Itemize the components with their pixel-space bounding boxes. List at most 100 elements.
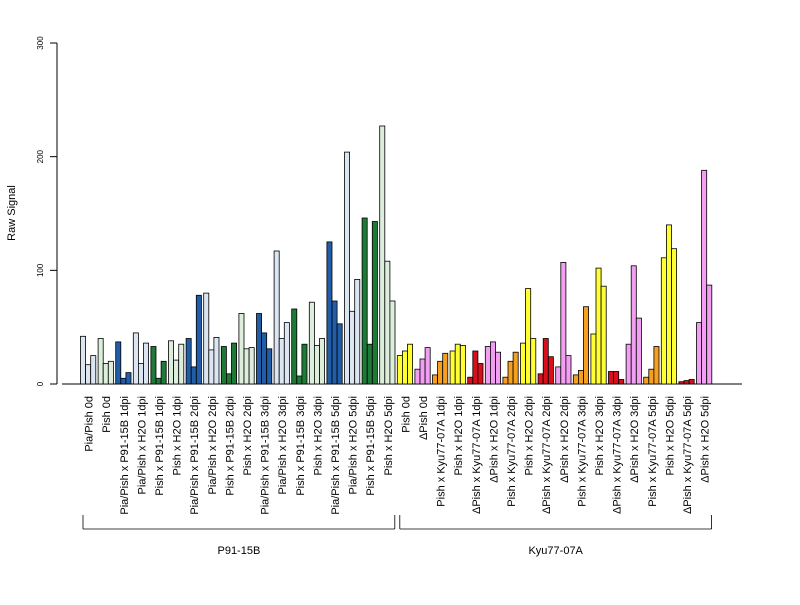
bar	[371, 221, 378, 385]
bar	[102, 363, 109, 385]
bar	[185, 338, 192, 385]
bar	[150, 346, 157, 385]
bar	[261, 332, 268, 385]
bar	[472, 350, 479, 385]
bar	[173, 359, 180, 385]
bar	[243, 348, 250, 385]
bar	[160, 360, 167, 385]
bar	[208, 349, 215, 385]
bar	[238, 313, 245, 385]
bar	[143, 342, 149, 385]
bar	[331, 300, 338, 385]
bar	[283, 322, 290, 385]
bar	[278, 338, 285, 385]
bar	[296, 375, 303, 385]
x-category-label: ΔPish x Kyu77-07A 5dpi	[682, 396, 694, 514]
x-category-label: ΔPish x H2O 1dpi	[488, 396, 500, 483]
bar	[361, 217, 368, 385]
bar	[291, 308, 298, 385]
bar	[248, 347, 255, 385]
bar	[630, 265, 637, 385]
bar	[220, 346, 227, 385]
y-tick-label: 0	[36, 381, 45, 386]
bar	[437, 360, 444, 385]
bar	[467, 376, 474, 385]
bar	[366, 343, 373, 385]
bar	[701, 169, 708, 385]
x-category-label: Pia/Pish x H2O 3dpi	[277, 396, 289, 494]
bar	[313, 344, 320, 385]
x-category-label: Pish x Kyu77-07A 3dpi	[576, 396, 588, 507]
x-category-label: Pish x H2O 3dpi	[594, 396, 606, 475]
bar	[502, 376, 509, 385]
bar	[560, 261, 567, 385]
y-axis-label: Raw Signal	[6, 185, 18, 241]
bar	[530, 338, 537, 385]
bar	[231, 342, 237, 385]
x-category-label: Pia/Pish x P91-15B 2dpi	[189, 396, 201, 515]
bar	[625, 343, 632, 385]
bar	[85, 364, 92, 385]
bar	[635, 317, 642, 385]
bar	[326, 241, 333, 385]
bar	[688, 379, 695, 385]
x-category-label: ΔPish x Kyu77-07A 2dpi	[541, 396, 553, 514]
bar	[125, 372, 132, 385]
bar	[203, 292, 210, 385]
bar	[432, 374, 438, 385]
bar	[706, 284, 713, 385]
bar	[489, 341, 496, 385]
x-category-label: Pia/Pish x P91-15B 3dpi	[260, 396, 272, 515]
bar	[618, 379, 625, 385]
bar	[132, 332, 139, 385]
bar	[600, 285, 607, 385]
bar	[449, 350, 456, 385]
bar	[484, 346, 491, 385]
bar	[414, 368, 421, 385]
bar	[379, 125, 386, 385]
x-category-label: Pia/Pish x P91-15B 1dpi	[119, 396, 131, 515]
bar	[454, 343, 461, 385]
bar	[384, 260, 391, 385]
x-category-label: Pish x P91-15B 5dpi	[365, 396, 377, 496]
x-category-label: ΔPish x H2O 3dpi	[629, 396, 641, 483]
bar	[401, 350, 408, 385]
x-category-label: Pish 0d	[101, 396, 113, 433]
bar	[590, 333, 597, 385]
bar	[168, 340, 174, 385]
x-category-label: Pish x H2O 2dpi	[242, 396, 254, 475]
bar	[273, 250, 280, 385]
bar	[80, 335, 86, 385]
group-label: Kyu77-07A	[528, 545, 583, 557]
bar	[407, 343, 413, 385]
x-category-label: Pia/Pish x H2O 1dpi	[136, 396, 148, 494]
bar	[678, 381, 685, 385]
bar	[419, 358, 426, 385]
y-tick-label: 300	[36, 36, 45, 50]
bar	[671, 248, 677, 385]
bar	[653, 346, 660, 385]
bar	[308, 301, 315, 385]
x-category-label: Pish x H2O 5dpi	[664, 396, 676, 475]
bar	[608, 371, 614, 385]
group-label: P91-15B	[217, 545, 260, 557]
x-category-label: Pish x Kyu77-07A 1dpi	[436, 396, 448, 507]
bar	[155, 377, 162, 385]
x-category-label: Pish 0d	[400, 396, 412, 433]
bar	[648, 368, 655, 385]
bar	[683, 380, 690, 385]
bar	[643, 376, 650, 385]
bar	[512, 351, 519, 385]
bar	[477, 363, 484, 385]
bar	[442, 352, 449, 385]
bar	[213, 336, 220, 385]
bar	[178, 343, 185, 385]
bar	[507, 360, 514, 385]
x-category-label: Pia/Pish x H2O 5dpi	[348, 396, 360, 494]
x-category-label: Pish x H2O 2dpi	[524, 396, 536, 475]
bar	[537, 373, 544, 385]
y-tick-label: 100	[36, 263, 45, 277]
bar	[319, 338, 325, 385]
